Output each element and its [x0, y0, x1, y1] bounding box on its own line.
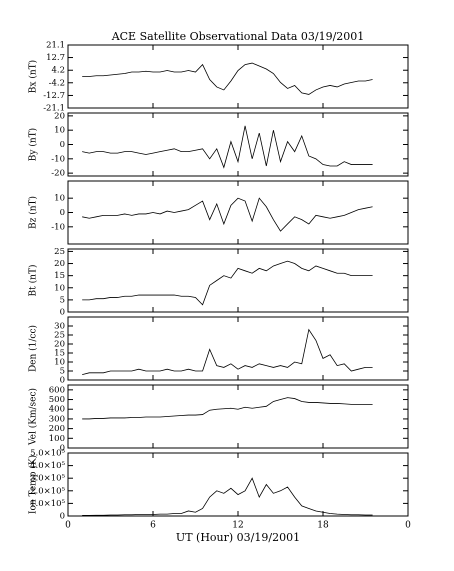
y-tick-label: -12.7: [43, 91, 65, 101]
y-axis-label: Bt (nT): [28, 265, 39, 297]
x-tick-label: 0: [65, 521, 71, 531]
y-tick-label: 10: [54, 126, 65, 136]
y-tick-label: 10: [54, 194, 65, 204]
y-tick-label: 500: [49, 395, 65, 405]
y-tick-label: 12.7: [46, 53, 65, 63]
y-tick-label: 100: [49, 434, 65, 444]
panel-frame: [67, 452, 409, 517]
y-tick-label: 2.0×10⁵: [30, 486, 65, 496]
y-axis-label: Den (1/cc): [28, 325, 39, 372]
y-axis-label: Ion Temp (K): [28, 455, 39, 514]
panel-frame: [67, 112, 409, 177]
data-line: [82, 197, 373, 232]
x-tick-label: 18: [317, 521, 329, 531]
y-tick-label: 20: [54, 259, 65, 269]
y-tick-label: 10: [54, 358, 65, 368]
data-line: [82, 62, 373, 95]
x-tick-label: 0: [405, 521, 411, 531]
y-tick-label: 200: [49, 424, 65, 434]
y-tick-label: -21.1: [43, 104, 65, 114]
y-tick-label: -10: [51, 222, 65, 232]
y-tick-label: 5: [60, 295, 65, 305]
y-tick-label: 1.0×10⁵: [30, 499, 65, 509]
panel-frame: [67, 180, 409, 245]
data-line: [82, 328, 373, 375]
y-tick-label: 4.0×10⁵: [30, 461, 65, 471]
y-tick-label: 0: [60, 308, 65, 318]
data-line: [82, 477, 373, 516]
y-tick-label: -20: [51, 169, 65, 179]
y-tick-label: 21.1: [46, 41, 65, 51]
y-tick-label: 600: [49, 385, 65, 395]
y-tick-label: 15: [54, 349, 65, 359]
y-tick-label: 4.2: [51, 66, 65, 76]
y-tick-label: 0: [60, 376, 65, 386]
y-tick-label: 20: [54, 340, 65, 350]
panel-frame: [67, 316, 409, 381]
y-tick-label: 0: [60, 512, 65, 522]
x-axis-label: UT (Hour) 03/19/2001: [176, 531, 300, 544]
panel-frame: [67, 248, 409, 313]
y-tick-label: 5.0×10⁵: [30, 449, 65, 459]
y-tick-label: 0: [60, 208, 65, 218]
y-tick-label: 0: [60, 140, 65, 150]
y-tick-label: 300: [49, 414, 65, 424]
x-tick-label: 6: [150, 521, 156, 531]
y-tick-label: 20: [54, 111, 65, 121]
data-line: [82, 397, 373, 420]
panel-frame: [67, 44, 409, 109]
data-line: [82, 125, 373, 169]
y-axis-label: Vel (Km/sec): [28, 388, 39, 446]
y-tick-label: 400: [49, 405, 65, 415]
y-axis-label: Bx (nT): [28, 60, 39, 93]
y-tick-label: 5: [60, 367, 65, 377]
y-tick-label: 3.0×10⁵: [30, 474, 65, 484]
y-tick-label: 0: [60, 444, 65, 454]
y-tick-label: 30: [54, 322, 65, 332]
y-tick-label: 15: [54, 271, 65, 281]
y-axis-label: By (nT): [28, 128, 39, 161]
y-tick-label: -10: [51, 154, 65, 164]
y-tick-label: -4.2: [49, 78, 65, 88]
y-axis-label: Bz (nT): [28, 196, 39, 229]
y-tick-label: 10: [54, 283, 65, 293]
y-tick-label: 25: [54, 247, 65, 257]
x-tick-label: 12: [232, 521, 243, 531]
data-line: [82, 260, 373, 306]
panel-frame: [67, 384, 409, 449]
chart-title: ACE Satellite Observational Data 03/19/2…: [111, 30, 365, 43]
y-tick-label: 25: [54, 331, 65, 341]
